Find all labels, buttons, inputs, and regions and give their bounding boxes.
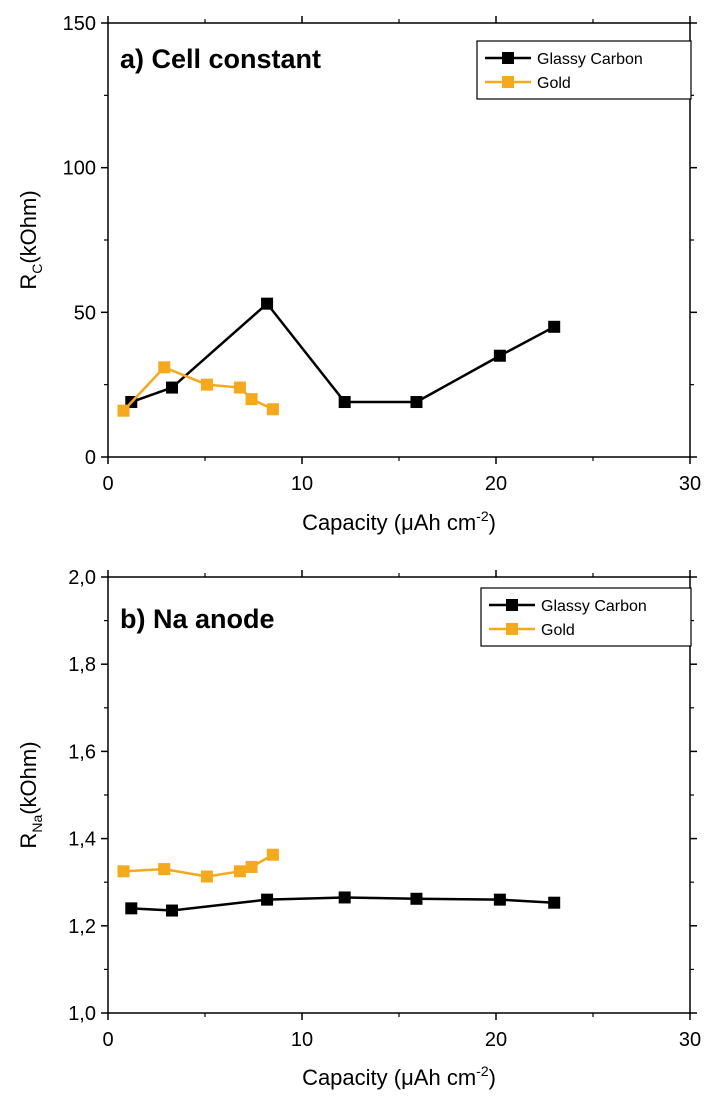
y-axis-label: RC(kOhm) bbox=[16, 190, 45, 289]
x-axis-label-exponent: -2 bbox=[476, 1063, 489, 1079]
chart-panel-a: 0 10 20 30 0 50 100 150 Capacity (μAh cm-2) RC(kO… bbox=[16, 13, 701, 535]
data-point-gold bbox=[117, 865, 130, 878]
data-point-glassy-carbon bbox=[410, 892, 423, 905]
legend-box bbox=[480, 587, 692, 647]
panel-title: b) Na anode bbox=[120, 604, 275, 634]
y-axis-label: RNa(kOhm) bbox=[16, 741, 45, 848]
y-axis-label-unit: (kOhm) bbox=[16, 741, 41, 814]
x-axis-label-close: ) bbox=[489, 510, 496, 535]
data-point-glassy-carbon bbox=[261, 297, 274, 310]
y-tick-label: 2,0 bbox=[68, 567, 96, 589]
legend-label-glassy-carbon: Glassy Carbon bbox=[537, 51, 643, 68]
x-axis-label-text: Capacity ( bbox=[302, 1065, 402, 1090]
x-axis-label: Capacity (μAh cm-2) bbox=[302, 1063, 496, 1090]
y-tick-label: 50 bbox=[74, 302, 96, 324]
legend-marker-glassy-carbon bbox=[506, 599, 518, 611]
x-tick-label: 0 bbox=[102, 473, 113, 495]
data-point-gold bbox=[158, 863, 171, 876]
y-axis-label-symbol: R bbox=[16, 833, 41, 849]
data-point-gold bbox=[158, 361, 171, 374]
data-point-glassy-carbon bbox=[548, 320, 561, 333]
legend-box bbox=[476, 40, 692, 100]
data-point-glassy-carbon bbox=[410, 396, 423, 409]
chart-panel-b: 0 10 20 30 1,0 1,2 1,4 1,6 1,8 2,0 Capacity (μAh c… bbox=[16, 567, 701, 1090]
data-point-glassy-carbon bbox=[125, 902, 138, 915]
data-point-glassy-carbon bbox=[338, 891, 351, 904]
legend-marker-gold bbox=[502, 76, 514, 88]
legend-marker-glassy-carbon bbox=[502, 52, 514, 64]
x-tick-label: 10 bbox=[291, 473, 313, 495]
y-tick-label: 1,8 bbox=[68, 654, 96, 676]
x-axis-label-mu: μ bbox=[401, 510, 414, 535]
y-axis-label-subscript: Na bbox=[29, 815, 45, 833]
data-point-glassy-carbon bbox=[493, 349, 506, 362]
x-axis-label-exponent: -2 bbox=[476, 508, 489, 524]
y-tick-label: 1,0 bbox=[68, 1003, 96, 1025]
data-point-glassy-carbon bbox=[166, 904, 179, 917]
panel-title: a) Cell constant bbox=[120, 44, 321, 74]
data-point-gold bbox=[245, 860, 258, 873]
y-tick-label: 1,2 bbox=[68, 916, 96, 938]
x-axis-label: Capacity (μAh cm-2) bbox=[302, 508, 496, 535]
y-tick-label: 100 bbox=[63, 158, 96, 180]
y-axis-label-subscript: C bbox=[29, 264, 45, 274]
data-point-glassy-carbon bbox=[261, 893, 274, 906]
x-axis-label-unit: Ah cm bbox=[414, 1065, 476, 1090]
data-point-gold bbox=[233, 381, 246, 394]
x-axis-label-close: ) bbox=[489, 1065, 496, 1090]
y-axis-label-unit: (kOhm) bbox=[16, 190, 41, 263]
legend: Glassy Carbon Gold bbox=[480, 587, 692, 647]
data-point-gold bbox=[233, 865, 246, 878]
x-tick-label: 10 bbox=[291, 1029, 313, 1051]
x-axis-label-text: Capacity ( bbox=[302, 510, 402, 535]
x-tick-label: 30 bbox=[679, 473, 701, 495]
x-axis-label-unit: Ah cm bbox=[414, 510, 476, 535]
legend-label-glassy-carbon: Glassy Carbon bbox=[541, 598, 647, 615]
legend: Glassy Carbon Gold bbox=[476, 40, 692, 100]
data-point-gold bbox=[200, 870, 213, 883]
x-tick-label: 0 bbox=[102, 1029, 113, 1051]
data-point-gold bbox=[117, 404, 130, 417]
x-tick-label: 20 bbox=[485, 473, 507, 495]
data-point-gold bbox=[266, 403, 279, 416]
legend-label-gold: Gold bbox=[537, 75, 571, 92]
data-point-glassy-carbon bbox=[548, 896, 561, 909]
y-tick-label: 0 bbox=[85, 447, 96, 469]
y-axis-label-symbol: R bbox=[16, 274, 41, 290]
legend-marker-gold bbox=[506, 623, 518, 635]
data-point-glassy-carbon bbox=[338, 396, 351, 409]
legend-label-gold: Gold bbox=[541, 622, 575, 639]
data-point-glassy-carbon bbox=[166, 381, 179, 394]
y-tick-label: 1,6 bbox=[68, 741, 96, 763]
x-tick-label: 30 bbox=[679, 1029, 701, 1051]
data-point-glassy-carbon bbox=[493, 893, 506, 906]
series-line-glassy-carbon bbox=[130, 302, 555, 404]
data-point-gold bbox=[200, 378, 213, 391]
y-tick-label: 150 bbox=[63, 13, 96, 35]
data-point-gold bbox=[266, 848, 279, 861]
x-tick-label: 20 bbox=[485, 1029, 507, 1051]
y-tick-label: 1,4 bbox=[68, 829, 96, 851]
x-axis-label-mu: μ bbox=[401, 1065, 414, 1090]
data-point-gold bbox=[245, 393, 258, 406]
